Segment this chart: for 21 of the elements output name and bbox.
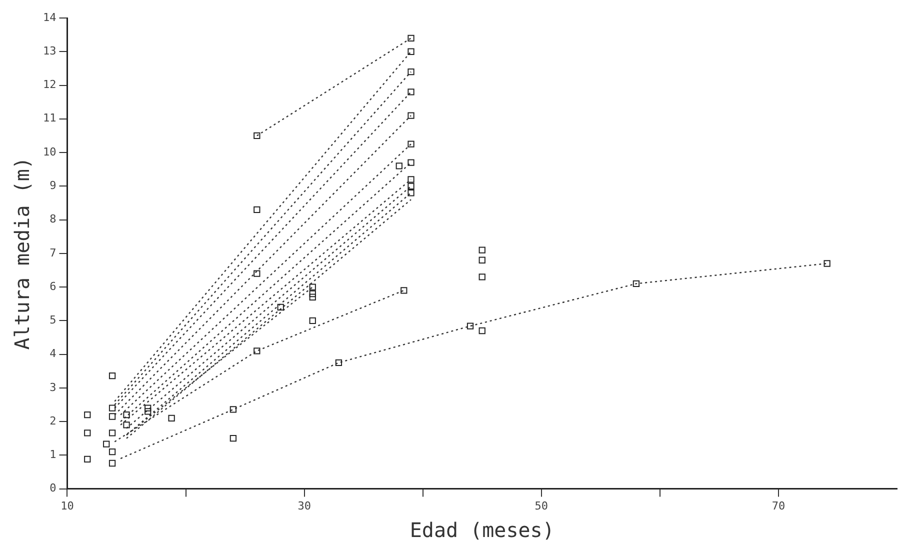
y-tick-label: 11 [42, 112, 56, 125]
y-tick-label: 12 [42, 78, 56, 92]
y-tick-label: 5 [50, 314, 56, 327]
y-tick-label: 14 [42, 10, 57, 24]
x-tick-label: 70 [772, 499, 786, 512]
y-tick-label: 10 [42, 145, 56, 158]
y-tick-label: 2 [50, 414, 56, 428]
y-tick-label: 1 [50, 448, 56, 462]
y-tick-label: 9 [50, 179, 56, 192]
y-tick-label: 7 [50, 246, 56, 260]
x-tick-label: 10 [60, 499, 74, 512]
x-tick-label: 30 [298, 499, 311, 512]
x-tick-label: 50 [534, 499, 548, 512]
y-tick-label: 13 [42, 44, 56, 58]
y-tick-label: 3 [50, 380, 56, 394]
x-axis-title: Edad (meses) [410, 518, 554, 542]
y-axis-title: Altura media (m) [10, 157, 34, 350]
y-tick-label: 6 [50, 280, 56, 293]
y-tick-label: 8 [50, 212, 56, 226]
y-tick-label: 0 [50, 482, 56, 495]
y-tick-label: 4 [50, 347, 57, 360]
